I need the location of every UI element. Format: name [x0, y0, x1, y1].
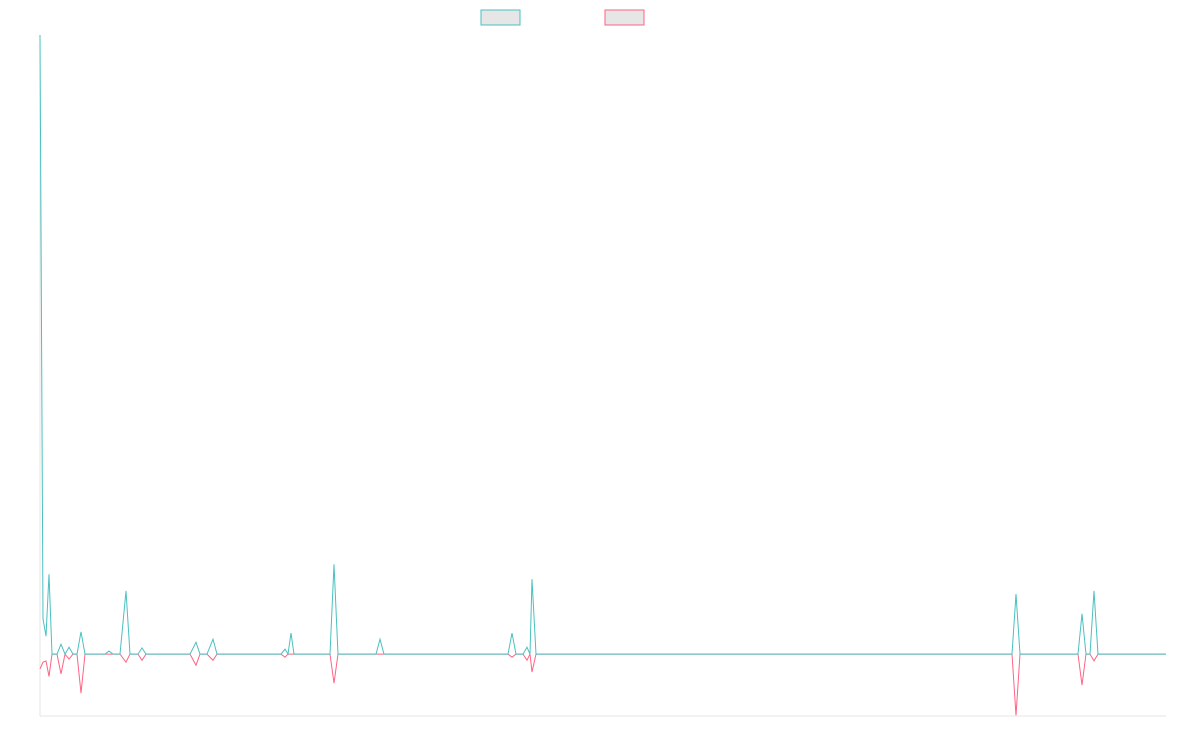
series-line	[39, 34, 1166, 656]
series-line	[39, 652, 1166, 716]
legend-swatch[interactable]	[604, 9, 645, 26]
legend-swatch[interactable]	[480, 9, 521, 26]
